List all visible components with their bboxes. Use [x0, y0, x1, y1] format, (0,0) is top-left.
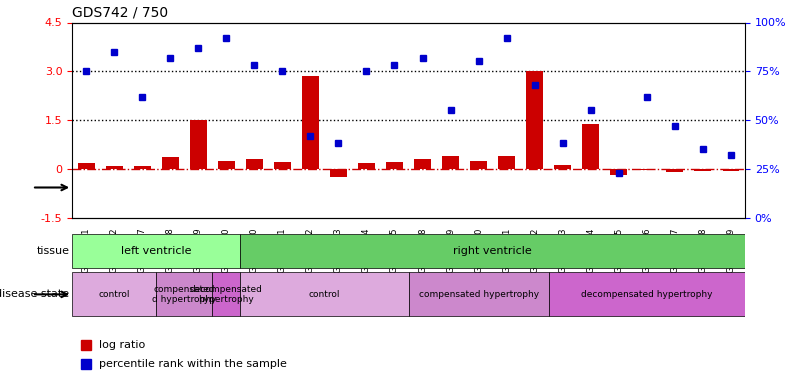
Bar: [246, 159, 263, 169]
Text: percentile rank within the sample: percentile rank within the sample: [99, 359, 287, 369]
Text: control: control: [308, 290, 340, 299]
Bar: [274, 162, 291, 169]
Text: tissue: tissue: [36, 246, 70, 256]
FancyBboxPatch shape: [240, 234, 745, 268]
Bar: [218, 160, 235, 169]
Bar: [414, 159, 431, 169]
Bar: [302, 76, 319, 169]
FancyBboxPatch shape: [156, 272, 212, 316]
FancyBboxPatch shape: [72, 234, 240, 268]
Bar: [358, 163, 375, 169]
Bar: [694, 169, 711, 171]
Text: right ventricle: right ventricle: [453, 246, 532, 256]
Bar: [134, 166, 151, 169]
Bar: [666, 169, 683, 172]
Text: left ventricle: left ventricle: [121, 246, 191, 256]
Bar: [442, 156, 459, 169]
Text: decompensated hypertrophy: decompensated hypertrophy: [581, 290, 713, 299]
Bar: [723, 169, 739, 171]
Bar: [554, 165, 571, 169]
Text: log ratio: log ratio: [99, 340, 145, 350]
Text: GDS742 / 750: GDS742 / 750: [72, 6, 168, 20]
Text: decompensated
hypertrophy: decompensated hypertrophy: [190, 285, 263, 304]
Bar: [162, 158, 179, 169]
Bar: [526, 71, 543, 169]
Text: disease state: disease state: [0, 290, 70, 299]
FancyBboxPatch shape: [409, 272, 549, 316]
Bar: [330, 169, 347, 177]
Bar: [498, 156, 515, 169]
Bar: [190, 120, 207, 169]
Bar: [582, 124, 599, 169]
Bar: [78, 163, 95, 169]
Bar: [638, 169, 655, 170]
Text: control: control: [99, 290, 130, 299]
FancyBboxPatch shape: [212, 272, 240, 316]
FancyBboxPatch shape: [549, 272, 745, 316]
FancyBboxPatch shape: [72, 272, 156, 316]
FancyBboxPatch shape: [240, 272, 409, 316]
Text: compensated hypertrophy: compensated hypertrophy: [419, 290, 538, 299]
Bar: [106, 165, 123, 169]
Bar: [470, 161, 487, 169]
Text: compensated
d hypertrophy: compensated d hypertrophy: [152, 285, 216, 304]
Bar: [610, 169, 627, 175]
Bar: [386, 162, 403, 169]
